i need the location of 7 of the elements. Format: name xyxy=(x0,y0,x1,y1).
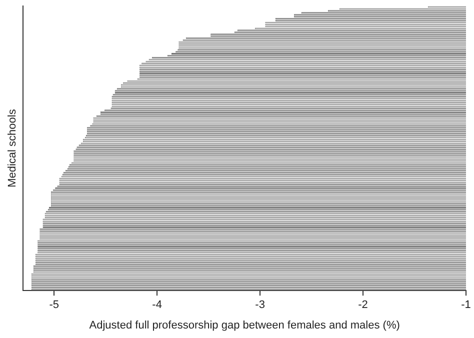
x-tick-label: -2 xyxy=(358,299,368,312)
x-tick-label: -4 xyxy=(152,299,162,312)
x-tick-label: -5 xyxy=(49,299,59,312)
x-tick-label: -3 xyxy=(255,299,265,312)
y-axis-title: Medical schools xyxy=(6,108,19,188)
x-axis-title: Adjusted full professorship gap between females and males (%) xyxy=(89,319,400,332)
x-tick-label: -1 xyxy=(461,299,471,312)
